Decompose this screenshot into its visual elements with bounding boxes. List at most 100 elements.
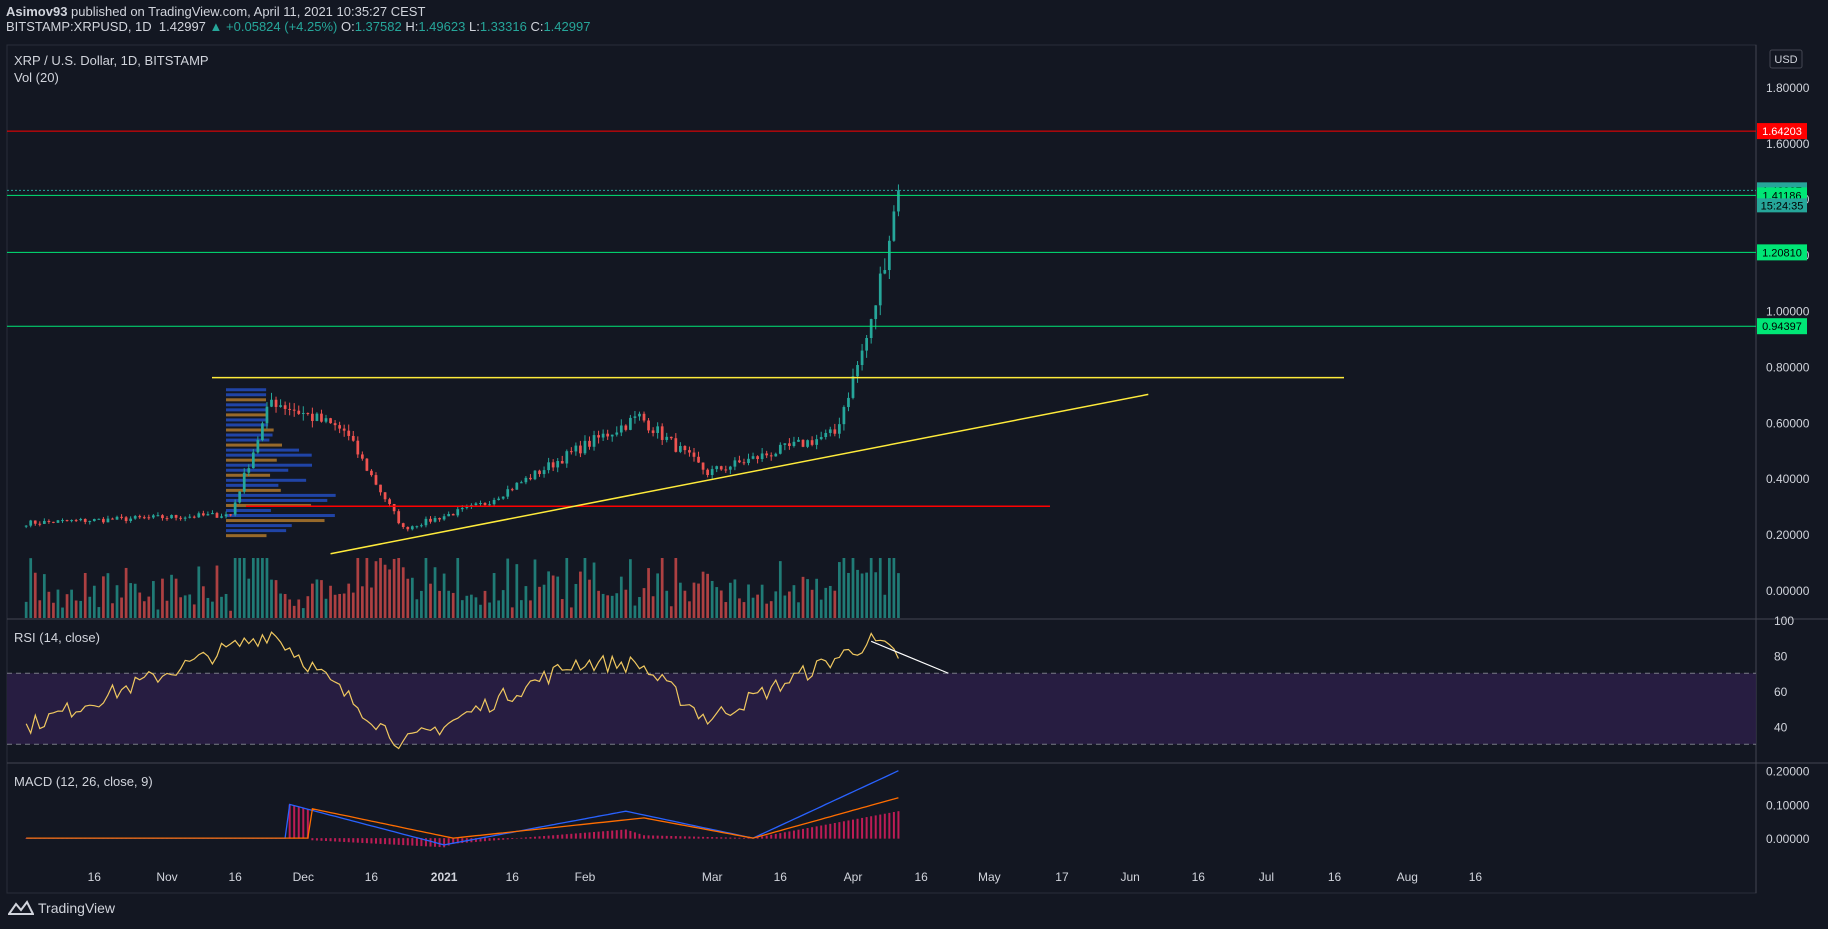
candle-body — [460, 507, 464, 510]
volume-bar — [261, 558, 264, 618]
candle-body — [669, 436, 673, 439]
macd-histogram-bar — [515, 838, 518, 839]
volume-bar — [474, 597, 478, 618]
volume-profile-bar — [226, 508, 271, 512]
tradingview-logo[interactable]: TradingView — [8, 900, 115, 916]
candle-body — [442, 516, 446, 520]
volume-profile-bar — [226, 488, 281, 492]
signal-line — [26, 797, 899, 839]
volume-bar — [706, 573, 709, 618]
volume-bar — [415, 599, 419, 618]
candle-body — [102, 518, 105, 523]
candle-body — [638, 413, 641, 417]
volume-profile-bar — [226, 478, 307, 482]
candle-body — [883, 270, 887, 274]
volume-bar — [270, 579, 273, 618]
macd-histogram-bar — [770, 834, 773, 839]
macd-histogram-bar — [892, 812, 895, 839]
candle-body — [456, 509, 460, 516]
macd-histogram-bar — [797, 829, 800, 839]
candle-body — [633, 416, 637, 418]
macd-histogram-bar — [852, 819, 854, 839]
author-name[interactable]: Asimov93 — [6, 4, 68, 19]
candle-body — [474, 503, 478, 506]
volume-bar — [733, 579, 737, 618]
candle-body — [333, 423, 337, 426]
volume-bar — [224, 593, 228, 618]
candle-body — [579, 445, 582, 454]
volume-bar — [479, 604, 482, 618]
candle-body — [420, 525, 423, 527]
volume-bar — [324, 598, 328, 618]
volume-bar — [783, 595, 787, 618]
volume-bar — [897, 573, 900, 618]
volume-bar — [424, 558, 428, 618]
high-value: 1.49623 — [418, 19, 466, 34]
volume-bar — [583, 558, 587, 618]
currency-button[interactable] — [1769, 49, 1803, 69]
candle-body — [756, 456, 759, 460]
volume-bar — [797, 602, 800, 618]
volume-bar — [738, 598, 741, 618]
candle-body — [192, 516, 196, 518]
candle-body — [106, 518, 110, 523]
macd-histogram-bar — [765, 835, 768, 839]
volume-bar — [719, 590, 723, 618]
volume-bar — [392, 558, 396, 618]
price-tick-label: 0.20000 — [1766, 528, 1810, 542]
candle-body — [47, 520, 51, 522]
volume-bar — [579, 571, 582, 618]
macd-histogram-bar — [393, 838, 396, 845]
candle-body — [233, 502, 237, 515]
candle-body — [488, 504, 491, 506]
time-tick-label: Apr — [844, 870, 863, 884]
tradingview-icon — [8, 900, 34, 915]
candle-body — [115, 516, 119, 520]
volume-bar — [433, 567, 437, 618]
volume-bar — [315, 579, 319, 618]
candle-body — [288, 408, 292, 410]
candle-body — [824, 432, 828, 438]
candle-body — [447, 514, 451, 517]
volume-bar — [542, 584, 546, 618]
macd-histogram-bar — [443, 838, 446, 848]
candle-body — [79, 518, 83, 521]
volume-bar — [533, 559, 537, 618]
time-axis[interactable]: 16 Nov 16 Dec 16 2021 16 Feb Mar 16 Apr 16 May 17 Jun 1… — [88, 870, 1483, 884]
volume-bar — [70, 589, 73, 618]
volume-bar — [742, 602, 746, 618]
macd-histogram-bar — [424, 838, 427, 847]
candle-body — [656, 426, 660, 433]
candle-body — [597, 435, 600, 438]
price-label-box — [1757, 318, 1807, 335]
macd-histogram-bar — [661, 835, 664, 839]
macd-histogram-bar — [820, 825, 823, 839]
candle-body — [261, 423, 264, 441]
time-tick-label: 16 — [774, 870, 788, 884]
macd-histogram-bar — [583, 832, 586, 839]
volume-bar — [610, 595, 614, 618]
macd-histogram-bar — [829, 823, 832, 839]
countdown-label: 15:24:35 — [1761, 200, 1804, 212]
price-label: 1.20810 — [1762, 247, 1802, 259]
macd-histogram-bar — [897, 811, 900, 839]
volume-bar — [274, 580, 278, 618]
volume-profile-bar — [226, 493, 336, 497]
volume-bar — [61, 607, 64, 618]
candle-body — [833, 429, 837, 434]
macd-histogram-bar — [533, 836, 536, 839]
candle-body — [438, 518, 441, 520]
candle-body — [424, 518, 428, 526]
candle-body — [161, 515, 164, 519]
candle-body — [606, 433, 610, 437]
macd-histogram-bar — [461, 838, 464, 843]
volume-bar — [356, 558, 360, 618]
macd-histogram-bar — [602, 831, 605, 839]
macd-histogram-bar — [692, 836, 695, 839]
candle-body — [379, 484, 382, 493]
candle-body — [569, 451, 573, 453]
volume-bar — [306, 596, 310, 618]
price-axis[interactable]: 1.800001.600001.400001.200001.000000.800… — [1757, 49, 1810, 846]
volume-bar — [878, 558, 882, 618]
